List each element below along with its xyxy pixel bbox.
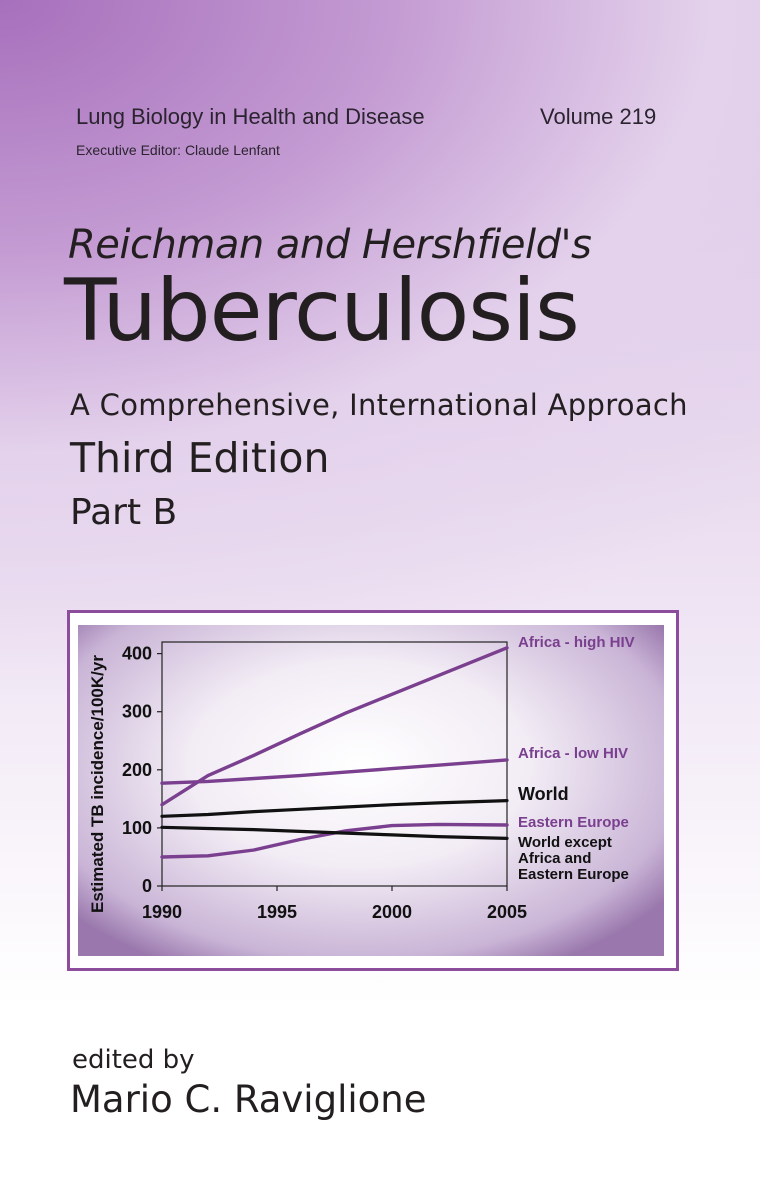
volume-number: Volume 219 (540, 104, 657, 129)
tb-incidence-chart: 0 100 200 300 400 1990 1995 2000 2005 Estimated T… (88, 634, 635, 922)
series-line (160, 758, 509, 785)
book-pre-title: Reichman and Hershfield's (68, 222, 592, 268)
plot-area-box (161, 641, 508, 887)
series-label: Africa - high HIV (518, 634, 635, 651)
series-label: Africa - low HIV (518, 745, 628, 762)
x-tick-label: 1995 (257, 902, 297, 922)
book-subtitle: A Comprehensive, International Approach (70, 388, 688, 422)
book-title: Tuberculosis (64, 261, 580, 361)
executive-editor: Executive Editor: Claude Lenfant (76, 142, 280, 158)
chart-panel: 0 100 200 300 400 1990 1995 2000 2005 Estimated T… (78, 625, 664, 956)
edited-by-label: edited by (72, 1045, 195, 1075)
y-tick-label: 300 (122, 702, 152, 722)
y-tick-label: 400 (122, 644, 152, 664)
series-line (160, 799, 509, 818)
series-label: Eastern Europe (518, 814, 629, 831)
editor-name: Mario C. Raviglione (70, 1078, 427, 1121)
series-line (160, 822, 509, 859)
book-edition: Third Edition (70, 434, 330, 482)
x-tick-label: 2005 (487, 902, 527, 922)
series-label: World except (518, 834, 612, 851)
y-tick-label: 0 (142, 876, 152, 896)
series-line (160, 646, 509, 807)
series-line (160, 825, 509, 840)
y-tick-label: 200 (122, 760, 152, 780)
series-label: Africa and (518, 850, 591, 867)
series-label: Eastern Europe (518, 866, 629, 883)
series-label: World (518, 784, 569, 804)
x-tick-label: 1990 (142, 902, 182, 922)
y-tick-label: 100 (122, 818, 152, 838)
chart-frame: 0 100 200 300 400 1990 1995 2000 2005 Estimated T… (67, 610, 679, 971)
y-axis-label: Estimated TB incidence/100K/yr (88, 655, 107, 913)
book-part: Part B (70, 492, 178, 533)
x-tick-label: 2000 (372, 902, 412, 922)
series-title: Lung Biology in Health and Disease (76, 104, 425, 129)
